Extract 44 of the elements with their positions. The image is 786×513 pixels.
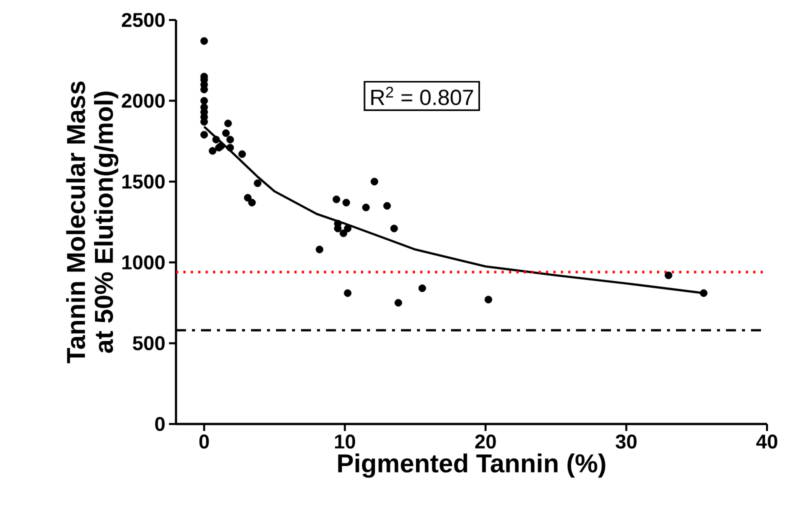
point [208,147,216,155]
point [200,86,208,94]
point [700,289,708,297]
point [370,178,378,186]
point [200,118,208,126]
y-tick-label: 2000 [122,94,165,108]
point [342,198,350,206]
point [222,129,230,137]
y-axis-title: Tannin Molecular Mass at 50% Elution(g/mol) [66,82,118,364]
x-tick-label: 40 [756,434,778,449]
point [344,224,352,232]
point [244,194,252,202]
point [340,230,348,238]
x-tick-label: 0 [199,434,209,449]
y-tick-label: 500 [132,336,165,350]
x-tick-label: 10 [335,434,356,449]
point [226,144,234,152]
annotation: R$^{2}$ = 0.807 [371,86,474,106]
point [212,136,220,144]
point [200,37,208,45]
point [200,130,208,139]
point [238,150,246,158]
y-tick-label: 1000 [122,255,165,270]
x-tick-label: 30 [616,434,637,449]
x-axis-title: Pigmented Tannin (%) [338,454,606,478]
point [332,196,340,204]
point [664,272,672,280]
point [226,136,234,144]
point [394,299,402,307]
point [362,204,370,212]
y-tick-label: 1500 [122,174,165,189]
y-tick-label: 0 [155,416,165,432]
point [200,96,208,105]
point [383,202,391,210]
x-tick-label: 20 [475,434,496,449]
point [316,246,324,254]
point [390,224,398,232]
point [344,289,352,297]
point [484,296,492,304]
point [248,198,256,206]
point [254,179,262,188]
y-tick-label: 2500 [122,12,165,28]
point [418,284,426,292]
point [224,120,232,128]
